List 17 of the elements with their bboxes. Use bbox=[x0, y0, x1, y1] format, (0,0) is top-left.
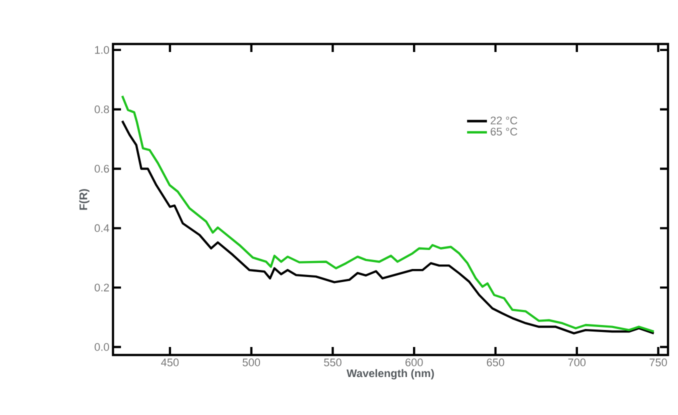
x-tick-label: 600 bbox=[406, 358, 423, 366]
legend-label: 65 °C bbox=[490, 128, 518, 136]
y-tick-label: 0.8 bbox=[94, 105, 109, 114]
x-axis-title: Wavelength (nm) bbox=[346, 369, 434, 380]
y-tick-label: 0.4 bbox=[94, 224, 110, 232]
x-tick-label: 750 bbox=[650, 358, 667, 366]
y-tick-label: 0.6 bbox=[94, 164, 109, 173]
x-tick-label: 450 bbox=[161, 358, 179, 366]
y-tick-label: 1.0 bbox=[95, 46, 110, 54]
y-axis-title: F(R) bbox=[79, 189, 90, 210]
x-tick-label: 550 bbox=[324, 358, 342, 366]
y-tick-label: 0.2 bbox=[94, 284, 109, 292]
x-tick-label: 500 bbox=[242, 358, 260, 366]
x-tick-label: 650 bbox=[486, 358, 504, 366]
x-tick-label: 700 bbox=[568, 358, 586, 366]
y-tick-label: 0.0 bbox=[94, 343, 110, 351]
legend-label: 22 °C bbox=[490, 116, 518, 124]
